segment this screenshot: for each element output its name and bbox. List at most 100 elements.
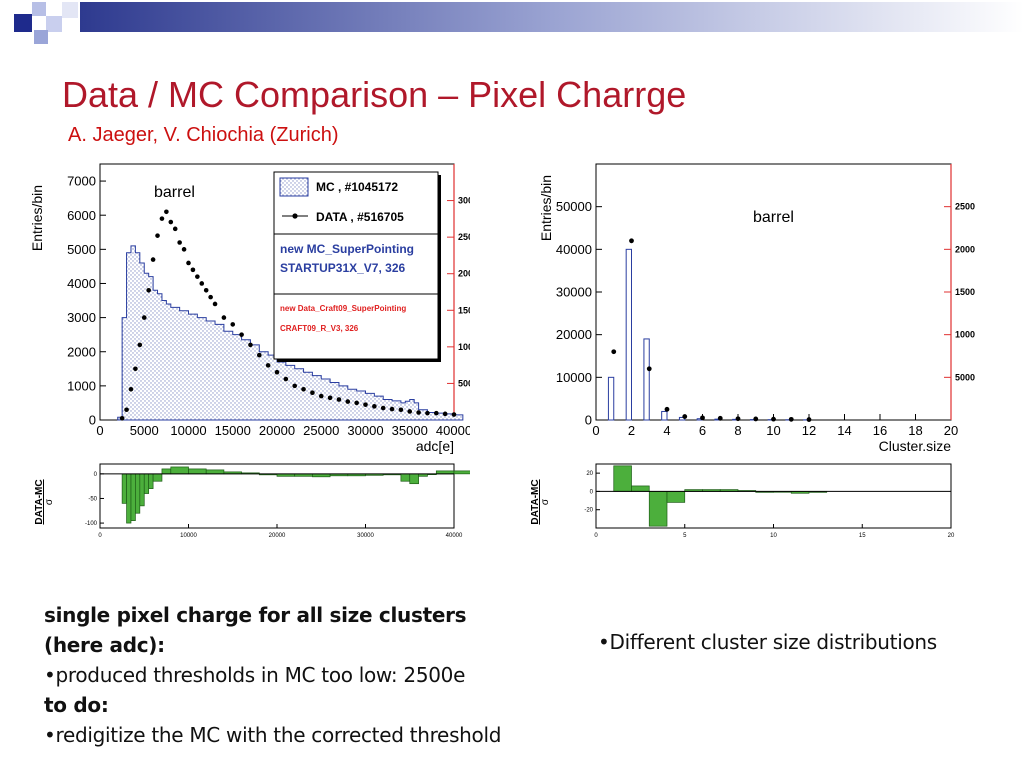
x-tick-label: 10	[766, 423, 780, 438]
data-point	[682, 414, 688, 419]
data-point	[186, 260, 191, 266]
ratio-bar	[148, 473, 154, 489]
legend-mc-swatch	[279, 177, 309, 197]
corner-decoration	[14, 2, 1024, 44]
x-tick-label: 0	[594, 533, 598, 539]
notes-todo: to do:	[44, 693, 109, 717]
data-point	[141, 315, 147, 320]
data-point	[425, 410, 430, 416]
y-tick-label: -50	[88, 496, 97, 502]
ratio-bar	[648, 491, 668, 527]
notes-bullet: •produced thresholds in MC too low: 2500…	[44, 663, 466, 687]
x-axis-label: Cluster.size	[879, 438, 952, 454]
data-point	[146, 287, 151, 293]
region-label: barrel	[154, 184, 195, 201]
ratio-bar	[400, 473, 411, 482]
data-point	[327, 395, 333, 401]
data-point	[195, 274, 200, 279]
data-point	[265, 363, 271, 368]
y-tick-label: 20	[586, 471, 593, 477]
x-tick-label: 5	[683, 533, 687, 539]
ratio-bar	[188, 468, 207, 475]
ratio-bar	[152, 473, 163, 482]
x-tick-label: 40000	[436, 423, 470, 438]
legend-mc-label: MC , #1045172	[316, 180, 398, 194]
data-point	[345, 399, 351, 404]
y-tick-label: 2000	[67, 344, 96, 359]
cluster-size-histogram: 0 2 4 6 8 10 12 14 16 18 20 0 10000 20000 30000 40000 50…	[538, 163, 975, 454]
ratio-y-label-sigma: σ	[44, 498, 55, 505]
x-tick-label: 10000	[180, 533, 197, 539]
mc-bar	[643, 338, 650, 421]
x-tick-label: 0	[592, 423, 599, 438]
adc-ratio-plot: 0 10000 20000 30000 40000 0 -50 -100 DATA-MC σ	[34, 463, 470, 539]
data-point	[771, 416, 776, 422]
data-point	[434, 410, 439, 416]
y-tick-label: 3000	[67, 310, 96, 325]
adc-charge-histogram: 0 5000 10000 15000 20000 25000 30000 35000 40000…	[30, 163, 470, 454]
ratio-bar	[205, 469, 225, 475]
ratio-y-label: DATA-MC	[34, 479, 45, 524]
x-tick-label: 20000	[269, 533, 286, 539]
x-tick-label: 25000	[303, 423, 339, 438]
data-point	[212, 301, 218, 307]
deco-square	[46, 16, 62, 32]
ratio-bar	[161, 468, 172, 475]
data-point	[629, 238, 634, 244]
y-tick-label: 20000	[556, 327, 592, 342]
data-point	[159, 216, 165, 221]
data-point	[133, 366, 138, 372]
data-point	[380, 405, 386, 411]
data-point	[190, 267, 196, 273]
ratio-bar	[121, 473, 127, 504]
mc-bar	[661, 410, 668, 421]
data-point	[398, 407, 404, 413]
deco-square	[14, 14, 32, 32]
data-point	[354, 400, 359, 406]
y-tick-label: -100	[85, 521, 98, 527]
x-tick-label: 4	[663, 423, 670, 438]
data-point	[274, 369, 280, 375]
legend-data-sample: CRAFT09_R_V3, 326	[280, 324, 359, 333]
ratio-bar	[135, 473, 141, 514]
data-point	[372, 404, 377, 409]
right-y-tick-label: 3000	[458, 196, 470, 206]
y-tick-label: -20	[584, 508, 593, 514]
notes-heading: single pixel charge for all size cluster…	[44, 603, 467, 627]
x-tick-label: 18	[908, 423, 922, 438]
data-point	[221, 315, 227, 320]
ratio-bar	[666, 491, 686, 503]
x-tick-label: 0	[98, 533, 102, 539]
x-tick-label: 30000	[357, 533, 374, 539]
data-point	[611, 349, 617, 355]
slide-title: Data / MC Comparison – Pixel Charrge	[62, 74, 687, 115]
ratio-y-label-sigma: σ	[540, 498, 551, 505]
data-point	[150, 257, 156, 262]
data-point	[407, 409, 413, 414]
x-tick-label: 20000	[259, 423, 295, 438]
x-tick-label: 6	[699, 423, 706, 438]
y-tick-label: 0	[585, 413, 592, 428]
data-point	[181, 247, 187, 252]
y-tick-label: 0	[94, 472, 98, 478]
data-point	[664, 406, 670, 412]
y-tick-label: 0	[590, 489, 594, 495]
deco-square	[34, 30, 48, 44]
data-point	[155, 233, 160, 238]
data-point	[735, 416, 741, 422]
right-y-tick-label: 2500	[458, 232, 470, 242]
data-point	[248, 342, 253, 348]
data-point	[168, 219, 174, 225]
x-tick-label: 10000	[170, 423, 206, 438]
right-y-tick-label: 1500	[458, 305, 470, 315]
x-tick-label: 12	[802, 423, 816, 438]
ratio-bar	[139, 473, 145, 507]
legend-data-sample: new Data_Craft09_SuperPointing	[280, 304, 406, 313]
y-tick-label: 40000	[556, 242, 592, 257]
legend-data-marker	[292, 213, 298, 219]
notes-bullet: •redigitize the MC with the corrected th…	[44, 723, 502, 747]
data-point	[416, 410, 421, 415]
ratio-bar	[613, 465, 632, 492]
data-point	[257, 352, 262, 358]
right-y-tick-label: 1000	[458, 342, 470, 352]
